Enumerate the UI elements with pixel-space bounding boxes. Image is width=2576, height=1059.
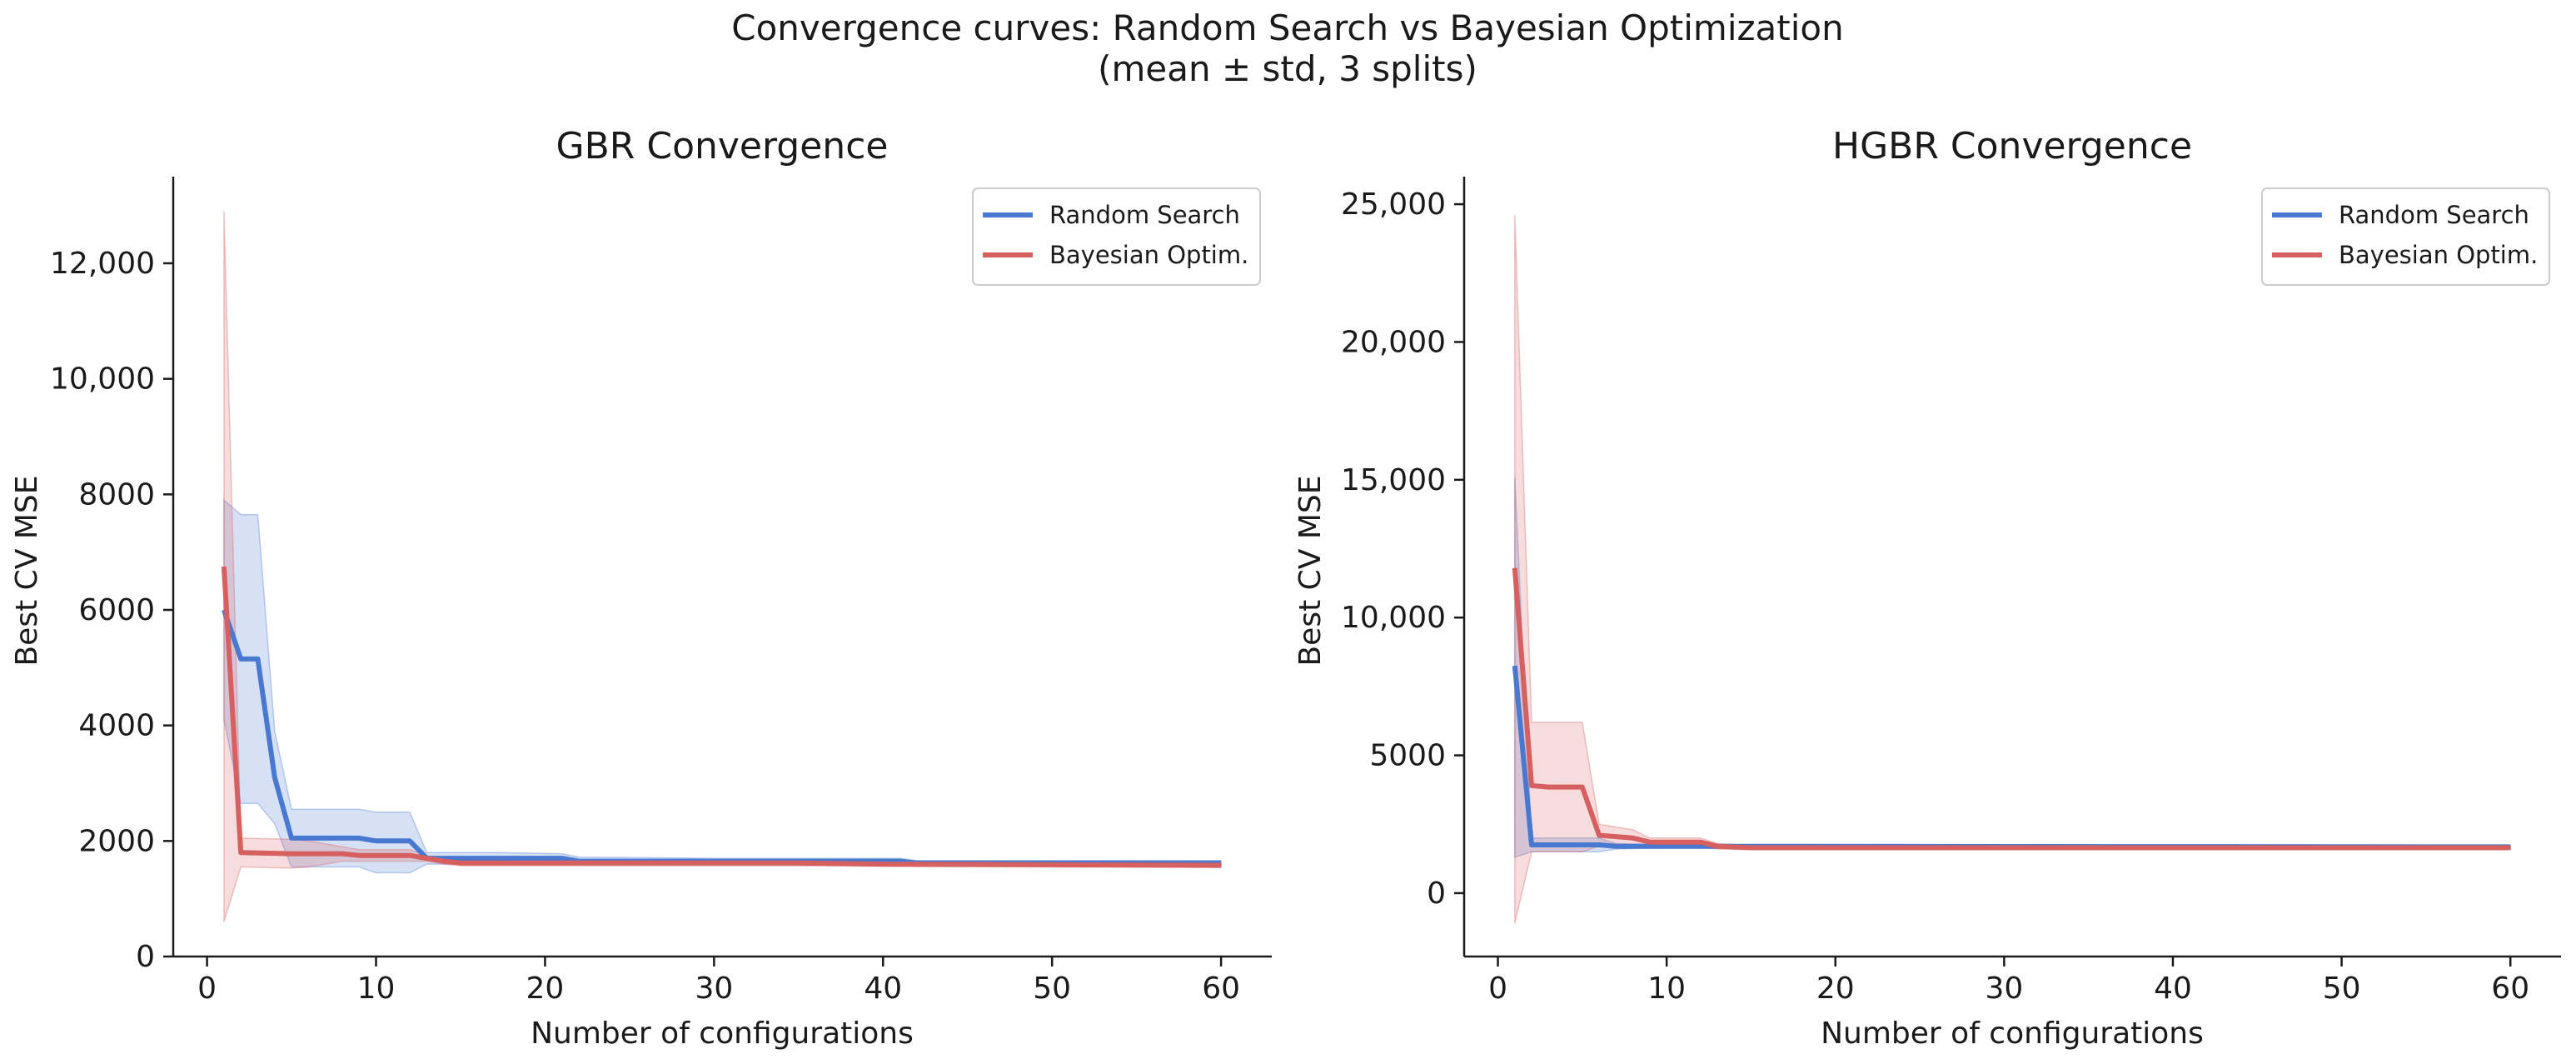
hgbr-x-tick-label: 20 [1816, 972, 1855, 1006]
hgbr-panel-title: HGBR Convergence [1832, 125, 2192, 167]
hgbr-y-tick-label: 10,000 [1341, 601, 1446, 635]
hgbr-x-tick-label: 50 [2323, 972, 2361, 1006]
hgbr-legend-label: Random Search [2339, 201, 2529, 229]
hgbr-y-tick-label: 25,000 [1341, 187, 1446, 222]
gbr-y-axis-label: Best CV MSE [10, 475, 44, 666]
hgbr-y-tick-label: 15,000 [1341, 463, 1446, 497]
gbr-y-tick-label: 0 [136, 940, 155, 974]
gbr-x-tick-label: 60 [1202, 972, 1240, 1006]
figure-title-line1: Convergence curves: Random Search vs Bay… [731, 7, 1843, 48]
hgbr-series-line-0 [1512, 665, 2511, 850]
hgbr-band-1 [1514, 215, 2511, 924]
hgbr-x-tick-label: 60 [2491, 972, 2529, 1006]
hgbr-x-tick-label: 40 [2154, 972, 2192, 1006]
hgbr-series-line-1 [1512, 567, 2511, 851]
gbr-x-tick-label: 40 [864, 972, 902, 1006]
gbr-legend: Random Search Bayesian Optim. [972, 187, 1261, 286]
hgbr-x-tick-label: 30 [1985, 972, 2023, 1006]
hgbr-y-tick-label: 5000 [1369, 739, 1446, 773]
gbr-y-tick-label: 2000 [78, 824, 155, 858]
hgbr-y-axis-label: Best CV MSE [1293, 475, 1328, 666]
hgbr-band-0 [1514, 477, 2511, 858]
gbr-panel-title: GBR Convergence [556, 125, 889, 167]
gbr-legend-box [972, 187, 1261, 286]
hgbr-x-tick-label: 0 [1488, 972, 1507, 1006]
gbr-y-tick-label: 8000 [78, 477, 155, 512]
gbr-y-tick-label: 6000 [78, 593, 155, 627]
gbr-x-tick-label: 50 [1033, 972, 1071, 1006]
gbr-x-tick-label: 0 [197, 972, 217, 1006]
gbr-y-tick-label: 4000 [78, 709, 155, 743]
gbr-convergence-panel: GBR Convergence Number of configurations… [10, 125, 1272, 1051]
gbr-x-tick-label: 20 [526, 972, 565, 1006]
gbr-band-0 [223, 498, 1222, 874]
hgbr-y-tick-label: 0 [1427, 877, 1446, 911]
gbr-y-tick-label: 12,000 [50, 247, 155, 281]
gbr-legend-label: Bayesian Optim. [1049, 241, 1248, 269]
hgbr-y-tick-label: 20,000 [1341, 325, 1446, 359]
gbr-band-1 [223, 211, 1222, 922]
hgbr-legend-label: Bayesian Optim. [2339, 241, 2538, 269]
hgbr-x-axis-label: Number of configurations [1821, 1017, 2204, 1051]
gbr-x-tick-label: 30 [695, 972, 733, 1006]
gbr-y-tick-label: 10,000 [50, 362, 155, 397]
hgbr-legend-box [2261, 187, 2550, 286]
figure-title-line2: (mean ± std, 3 splits) [1098, 48, 1477, 89]
gbr-legend-label: Random Search [1049, 201, 1240, 229]
hgbr-legend: Random Search Bayesian Optim. [2261, 187, 2550, 286]
hgbr-convergence-panel: HGBR Convergence Number of configuration… [1293, 125, 2561, 1051]
gbr-x-tick-label: 10 [357, 972, 396, 1006]
hgbr-x-tick-label: 10 [1647, 972, 1686, 1006]
gbr-series-line-1 [221, 566, 1222, 868]
gbr-x-axis-label: Number of configurations [531, 1017, 914, 1051]
